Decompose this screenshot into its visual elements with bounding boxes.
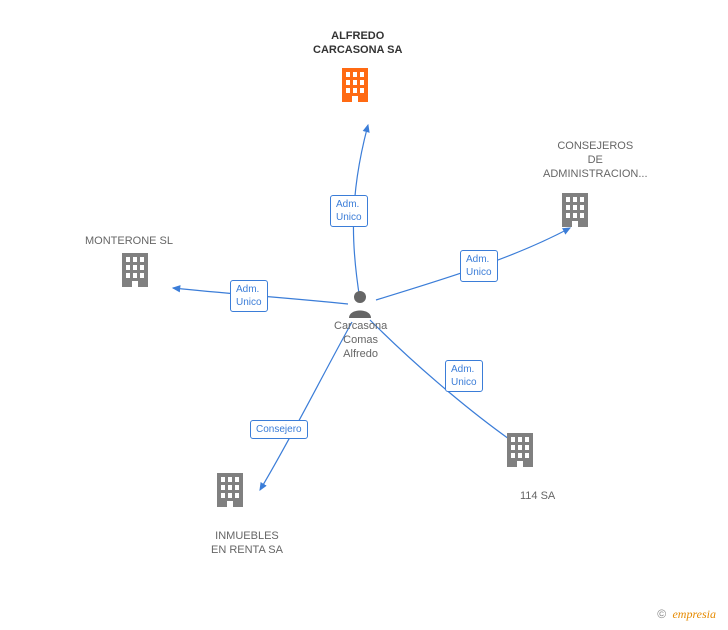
building-icon	[214, 471, 246, 509]
center-node-label: Carcasona Comas Alfredo	[334, 320, 387, 361]
edge-label-monterone: Adm. Unico	[230, 280, 268, 312]
building-icon	[339, 66, 371, 104]
node-label-114sa: 114 SA	[520, 490, 555, 504]
building-icon	[119, 251, 151, 289]
building-icon	[504, 431, 536, 469]
building-icon	[559, 191, 591, 229]
edge-label-114sa: Adm. Unico	[445, 360, 483, 392]
brand-name: empresia	[672, 607, 716, 621]
node-label-monterone: MONTERONE SL	[85, 235, 173, 249]
person-icon	[347, 288, 373, 318]
edge-label-consejeros: Adm. Unico	[460, 250, 498, 282]
edge-label-alfredo: Adm. Unico	[330, 195, 368, 227]
node-label-alfredo: ALFREDO CARCASONA SA	[313, 30, 402, 58]
copyright-symbol: ©	[657, 607, 666, 621]
attribution: © empresia	[657, 607, 716, 622]
node-label-consejeros: CONSEJEROS DE ADMINISTRACION...	[543, 140, 648, 181]
node-label-inmuebles: INMUEBLES EN RENTA SA	[211, 530, 283, 558]
edge-label-inmuebles: Consejero	[250, 420, 308, 439]
